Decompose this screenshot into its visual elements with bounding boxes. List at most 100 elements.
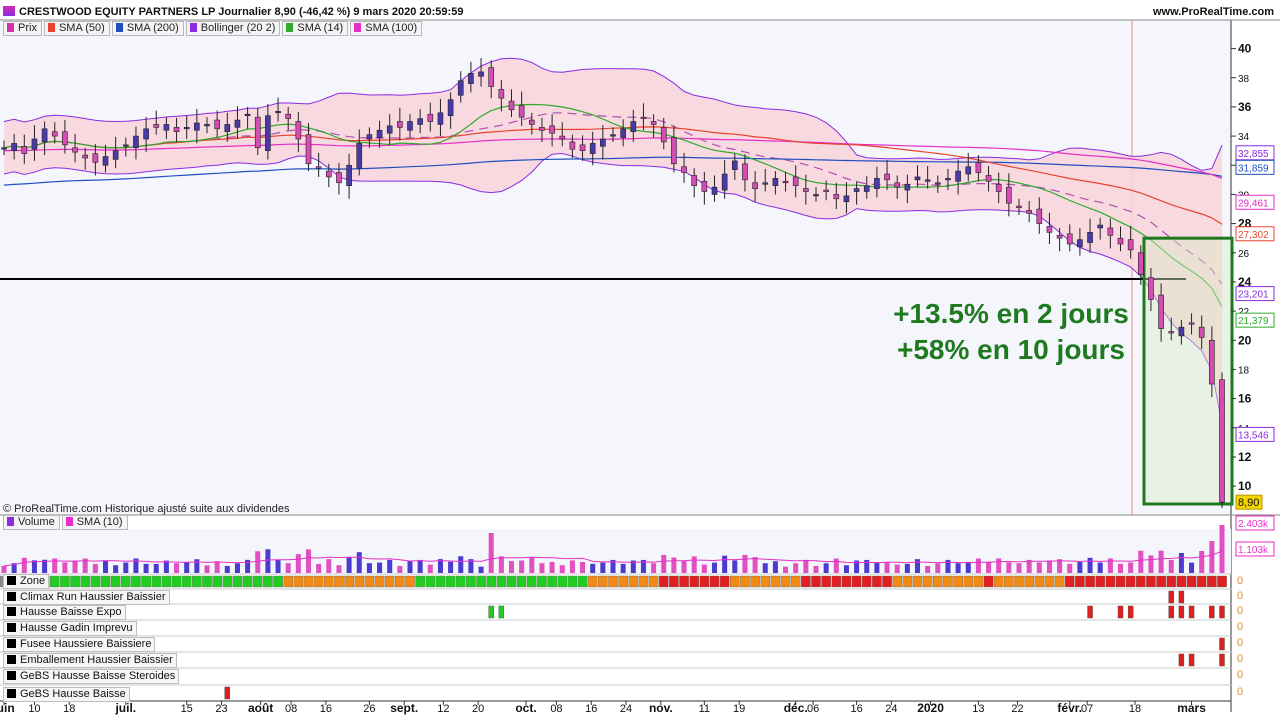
- signal-marker: [1087, 605, 1093, 619]
- indicator-value-expo: 0: [1237, 605, 1244, 617]
- zone-cell: [953, 575, 963, 588]
- volume-bar: [508, 561, 515, 573]
- zone-cell: [537, 575, 547, 588]
- volume-bar: [833, 558, 839, 573]
- zone-cell: [90, 575, 101, 588]
- price-tick-label: 18: [1238, 365, 1250, 376]
- indicator-value-climax: 0: [1237, 590, 1244, 602]
- candle-body: [183, 127, 190, 130]
- volume-bar: [1168, 559, 1174, 573]
- indicator-label-climax-run[interactable]: Climax Run Haussier Baissier: [3, 590, 170, 605]
- zone-cell: [760, 575, 771, 588]
- legend-sma-200[interactable]: SMA (200): [111, 21, 184, 36]
- candle-body: [539, 127, 545, 131]
- candle-body: [701, 181, 708, 192]
- volume-bar: [82, 558, 88, 573]
- zone-cell: [973, 575, 984, 588]
- candle-body: [752, 182, 758, 189]
- level-tag: [1235, 426, 1275, 442]
- candle-body: [153, 124, 160, 128]
- volume-bar: [681, 561, 687, 573]
- price-tick-label: 12: [1238, 450, 1252, 464]
- volume-bar: [224, 565, 230, 573]
- candle-body: [1219, 379, 1225, 503]
- legend-volume[interactable]: Volume: [3, 515, 60, 530]
- x-tick-label: 11: [699, 703, 710, 715]
- candle-body: [924, 179, 931, 182]
- zone-cell: [598, 575, 608, 588]
- zone-cell: [110, 575, 121, 588]
- candle-body: [833, 194, 840, 200]
- zone-cell: [242, 575, 253, 588]
- candle-body: [224, 124, 231, 133]
- indicator-label-fusee[interactable]: Fusee Haussiere Baissiere: [3, 637, 156, 652]
- candle-body: [630, 121, 637, 133]
- x-tick-label: 08: [285, 703, 297, 715]
- candle-body: [214, 119, 220, 130]
- x-tick-label: 07: [1081, 703, 1093, 715]
- chart-title-text: CRESTWOOD EQUITY PARTNERS LP Journalier …: [19, 6, 464, 18]
- last-price-tag: [1235, 494, 1263, 510]
- performance-annotation: +13.5% en 2 jours +58% en 10 jours: [876, 296, 1146, 368]
- legend-sma-50[interactable]: SMA (50): [43, 21, 110, 36]
- indicator-label-hausse-baisse-expo[interactable]: Hausse Baisse Expo: [3, 605, 126, 620]
- price-legend: Prix SMA (50) SMA (200) Bollinger (20 2)…: [3, 21, 423, 36]
- zone-cell: [80, 575, 90, 588]
- legend-volume-sma[interactable]: SMA (10): [61, 515, 128, 530]
- volume-bar: [600, 562, 606, 573]
- legend-sma-100[interactable]: SMA (100): [350, 21, 423, 36]
- zone-cell: [872, 575, 882, 588]
- candle-body: [1137, 252, 1144, 275]
- indicator-label-zone[interactable]: Zone: [3, 574, 50, 589]
- volume-bar: [397, 565, 403, 573]
- volume-bar: [1067, 563, 1073, 573]
- candle-body: [1077, 239, 1083, 248]
- volume-bar: [427, 564, 433, 573]
- volume-bar: [549, 561, 555, 573]
- level-tag: [1235, 226, 1275, 242]
- x-tick-label: 2020: [917, 701, 944, 715]
- indicator-label-hausse-gadin[interactable]: Hausse Gadin Imprevu: [3, 621, 137, 636]
- legend-sma-14[interactable]: SMA (14): [282, 21, 349, 36]
- candle-body: [863, 185, 870, 192]
- candle-body: [945, 178, 951, 181]
- zone-cell: [861, 575, 872, 588]
- zone-cell: [192, 575, 202, 588]
- candle-body: [620, 128, 626, 138]
- zone-cell: [486, 575, 497, 588]
- candle-body: [1097, 224, 1104, 229]
- volume-bar: [1189, 562, 1195, 573]
- candle-body: [498, 89, 505, 99]
- volume-bar: [234, 563, 240, 573]
- indicator-label-gebs-steroides[interactable]: GeBS Hausse Baisse Steroides: [3, 669, 180, 684]
- legend-prix[interactable]: Prix: [3, 21, 42, 36]
- candle-body: [569, 141, 576, 150]
- zone-cell: [730, 575, 740, 588]
- zone-cell: [395, 575, 405, 588]
- volume-bar: [661, 554, 667, 573]
- zone-cell: [1024, 575, 1034, 588]
- volume-bar: [1046, 560, 1052, 573]
- candle-body: [528, 119, 535, 125]
- candle-body: [386, 125, 393, 134]
- volume-bar: [701, 564, 707, 573]
- credit-text: © ProRealTime.com Historique ajusté suit…: [3, 503, 290, 515]
- volume-bar: [417, 559, 423, 573]
- indicator-label-gebs[interactable]: GeBS Hausse Baisse: [3, 687, 130, 702]
- zone-cell: [466, 575, 476, 588]
- signal-marker: [1168, 605, 1174, 619]
- zone-cell: [577, 575, 588, 588]
- legend-bollinger[interactable]: Bollinger (20 2): [185, 21, 281, 36]
- zone-cell: [1135, 575, 1146, 588]
- volume-bar: [163, 560, 169, 573]
- zone-cell: [841, 575, 852, 588]
- price-tick-label: 20: [1238, 333, 1252, 347]
- indicator-label-emballement[interactable]: Emballement Haussier Baissier: [3, 653, 177, 668]
- candle-body: [315, 166, 322, 169]
- level-tag: [1235, 286, 1275, 302]
- candle-body: [254, 116, 261, 149]
- bollinger-upper: [3, 57, 1223, 171]
- level-tag-label: 23,201: [1238, 290, 1269, 301]
- candle-body: [51, 131, 58, 137]
